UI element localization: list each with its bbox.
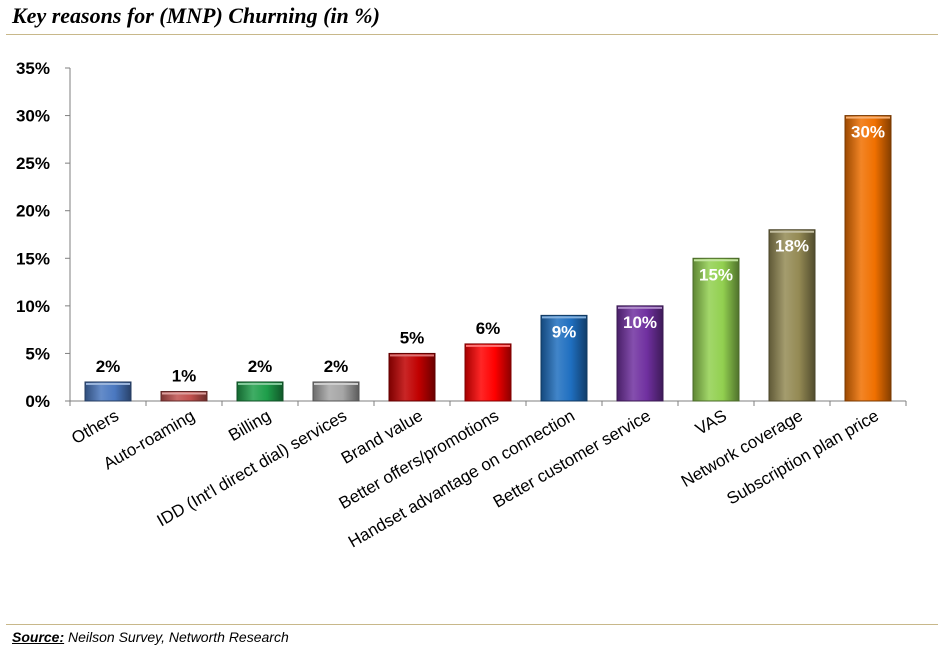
chart-bars — [84, 115, 892, 402]
y-tick-label: 20% — [16, 202, 50, 221]
bar-highlight — [770, 230, 814, 233]
source-text: Neilson Survey, Networth Research — [64, 629, 289, 645]
y-tick-label: 0% — [25, 392, 50, 411]
bar-highlight — [466, 344, 510, 347]
data-label: 18% — [775, 237, 809, 256]
bar-6 — [540, 314, 588, 402]
bar-highlight — [86, 382, 130, 385]
y-tick-label: 5% — [25, 344, 50, 363]
y-tick-label: 25% — [16, 154, 50, 173]
bar-highlight — [618, 306, 662, 309]
source-note: Source: Neilson Survey, Networth Researc… — [12, 629, 289, 645]
y-tick-label: 35% — [16, 59, 50, 78]
data-label: 2% — [248, 357, 273, 376]
chart-data-labels: 2% 1% 2% 2% 5% 6% 9% 10% 15% 18% 30% — [96, 123, 885, 386]
bar-10 — [844, 115, 892, 402]
bar-highlight — [694, 259, 738, 262]
category-label: Billing — [225, 406, 274, 445]
chart-title: Key reasons for (MNP) Churning (in %) — [12, 3, 380, 28]
bar-highlight — [162, 392, 206, 395]
bar-8 — [692, 257, 740, 402]
data-label: 2% — [324, 357, 349, 376]
footer-divider — [6, 624, 938, 625]
bar-highlight — [846, 116, 890, 119]
bar-highlight — [542, 316, 586, 319]
y-tick-label: 30% — [16, 107, 50, 126]
title-divider — [6, 34, 938, 35]
chart-axes: 0% 5% 10% 15% 20% 25% 30% 35% — [16, 59, 907, 411]
data-label: 5% — [400, 328, 425, 347]
source-label: Source: — [12, 629, 65, 645]
bar-1 — [160, 390, 208, 402]
bar-0 — [84, 381, 132, 402]
data-label: 2% — [96, 357, 121, 376]
data-label: 1% — [172, 366, 197, 385]
bar-highlight — [238, 382, 282, 385]
bar-2 — [236, 381, 284, 402]
data-label: 30% — [851, 123, 885, 142]
data-label: 6% — [476, 319, 501, 338]
data-label: 9% — [552, 322, 577, 341]
bar-highlight — [390, 354, 434, 357]
bar-highlight — [314, 382, 358, 385]
bar-7 — [616, 305, 664, 402]
bar-5 — [464, 343, 512, 402]
y-tick-label: 15% — [16, 249, 50, 268]
data-label: 10% — [623, 313, 657, 332]
data-label: 15% — [699, 265, 733, 284]
category-label: Others — [68, 406, 122, 448]
bar-3 — [312, 381, 360, 402]
category-label: VAS — [692, 406, 730, 439]
bar-4 — [388, 352, 436, 402]
bar-9 — [768, 229, 816, 402]
y-tick-label: 10% — [16, 297, 50, 316]
